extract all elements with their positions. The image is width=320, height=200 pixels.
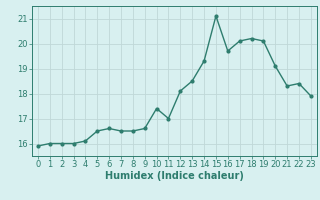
X-axis label: Humidex (Indice chaleur): Humidex (Indice chaleur) bbox=[105, 171, 244, 181]
